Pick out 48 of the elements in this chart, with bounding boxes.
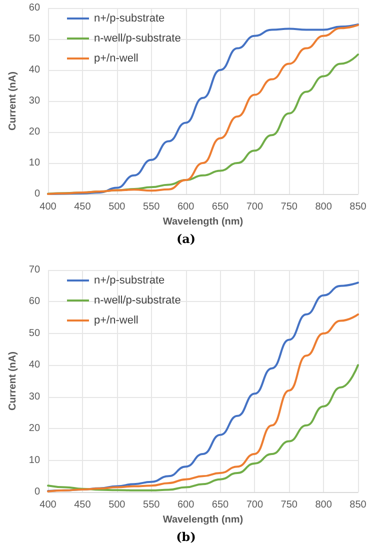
x-tick-label: 400 xyxy=(40,202,57,212)
x-tick-label: 600 xyxy=(177,202,195,212)
y-tick-label: 30 xyxy=(28,96,40,106)
x-tick-label: 500 xyxy=(108,202,126,212)
y-tick-label: 20 xyxy=(28,423,40,434)
x-tick-label: 850 xyxy=(350,202,367,212)
legend-label: p+/n-well xyxy=(94,52,138,64)
x-tick-label: 700 xyxy=(246,500,264,510)
x-tick-label: 600 xyxy=(177,500,195,510)
x-tick-label: 800 xyxy=(315,500,332,510)
x-tick-label: 550 xyxy=(143,202,160,212)
y-tick-label: 50 xyxy=(28,328,40,339)
x-axis-title: Wavelength (nm) xyxy=(162,216,244,228)
x-tick-label: 550 xyxy=(143,500,160,510)
y-axis-title: Current (nA) xyxy=(8,72,18,130)
x-tick-label: 450 xyxy=(74,202,92,212)
legend-label: n-well/p-substrate xyxy=(94,294,181,306)
legend-label: n+/p-substrate xyxy=(94,274,165,286)
x-tick-label: 850 xyxy=(350,500,367,510)
y-tick-label: 0 xyxy=(34,188,40,200)
y-tick-label: 20 xyxy=(28,126,40,138)
y-tick-label: 10 xyxy=(28,454,40,466)
text: (a) xyxy=(176,232,196,246)
x-tick-label: 650 xyxy=(212,202,230,212)
legend-label: p+/n-well xyxy=(94,314,138,326)
y-tick-label: 60 xyxy=(28,296,40,308)
line-series xyxy=(47,364,359,492)
x-tick-label: 450 xyxy=(74,500,92,510)
y-tick-label: 50 xyxy=(28,34,40,44)
y-axis-title: Current (nA) xyxy=(8,352,18,410)
y-tick-label: 40 xyxy=(28,64,40,76)
y-tick-label: 30 xyxy=(28,391,40,402)
legend-label: n+/p-substrate xyxy=(94,12,165,24)
x-tick-label: 800 xyxy=(315,202,332,212)
x-tick-label: 650 xyxy=(212,500,230,510)
y-tick-label: 70 xyxy=(28,264,40,276)
x-tick-label: 500 xyxy=(108,500,126,510)
x-axis-title: Wavelength (nm) xyxy=(162,514,244,526)
y-tick-label: 10 xyxy=(28,158,40,168)
y-tick-label: 60 xyxy=(28,2,40,14)
x-tick-label: 700 xyxy=(246,202,264,212)
y-tick-label: 40 xyxy=(28,360,40,371)
x-tick-label: 400 xyxy=(40,500,57,510)
x-tick-label: 750 xyxy=(280,500,298,510)
legend-label: n-well/p-substrate xyxy=(94,32,181,44)
text: (b) xyxy=(176,530,196,544)
y-tick-label: 0 xyxy=(34,486,40,498)
x-tick-label: 750 xyxy=(280,202,298,212)
